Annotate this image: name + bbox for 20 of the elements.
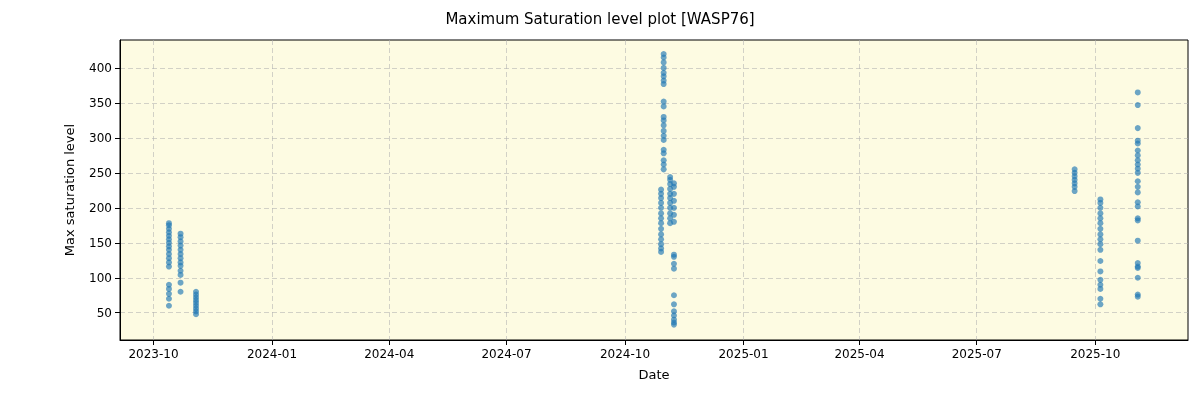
y-tick-label: 250 <box>89 165 112 180</box>
x-tick-label: 2024-04 <box>364 347 415 361</box>
x-tick-label: 2023-10 <box>128 347 179 361</box>
y-tick-label: 400 <box>89 60 112 75</box>
chart-title: Maximum Saturation level plot [WASP76] <box>445 9 755 28</box>
x-tick-label: 2025-07 <box>951 347 1002 361</box>
y-tick-label: 200 <box>89 200 112 215</box>
x-axis-title: Date <box>638 367 670 382</box>
y-tick-label: 300 <box>89 130 112 145</box>
x-tick-label: 2025-01 <box>718 347 769 361</box>
x-tick-label: 2024-01 <box>246 347 298 361</box>
y-tick-label: 50 <box>96 305 112 320</box>
y-axis-title: Max saturation level <box>62 123 77 257</box>
x-tick-label: 2024-10 <box>599 347 651 361</box>
x-tick-label: 2024-07 <box>481 347 532 361</box>
y-tick-label: 100 <box>89 270 112 285</box>
x-tick-label: 2025-04 <box>834 347 885 361</box>
x-tick-label: 2025-10 <box>1070 347 1121 361</box>
y-tick-label: 150 <box>89 235 112 250</box>
y-tick-label: 350 <box>89 95 112 110</box>
